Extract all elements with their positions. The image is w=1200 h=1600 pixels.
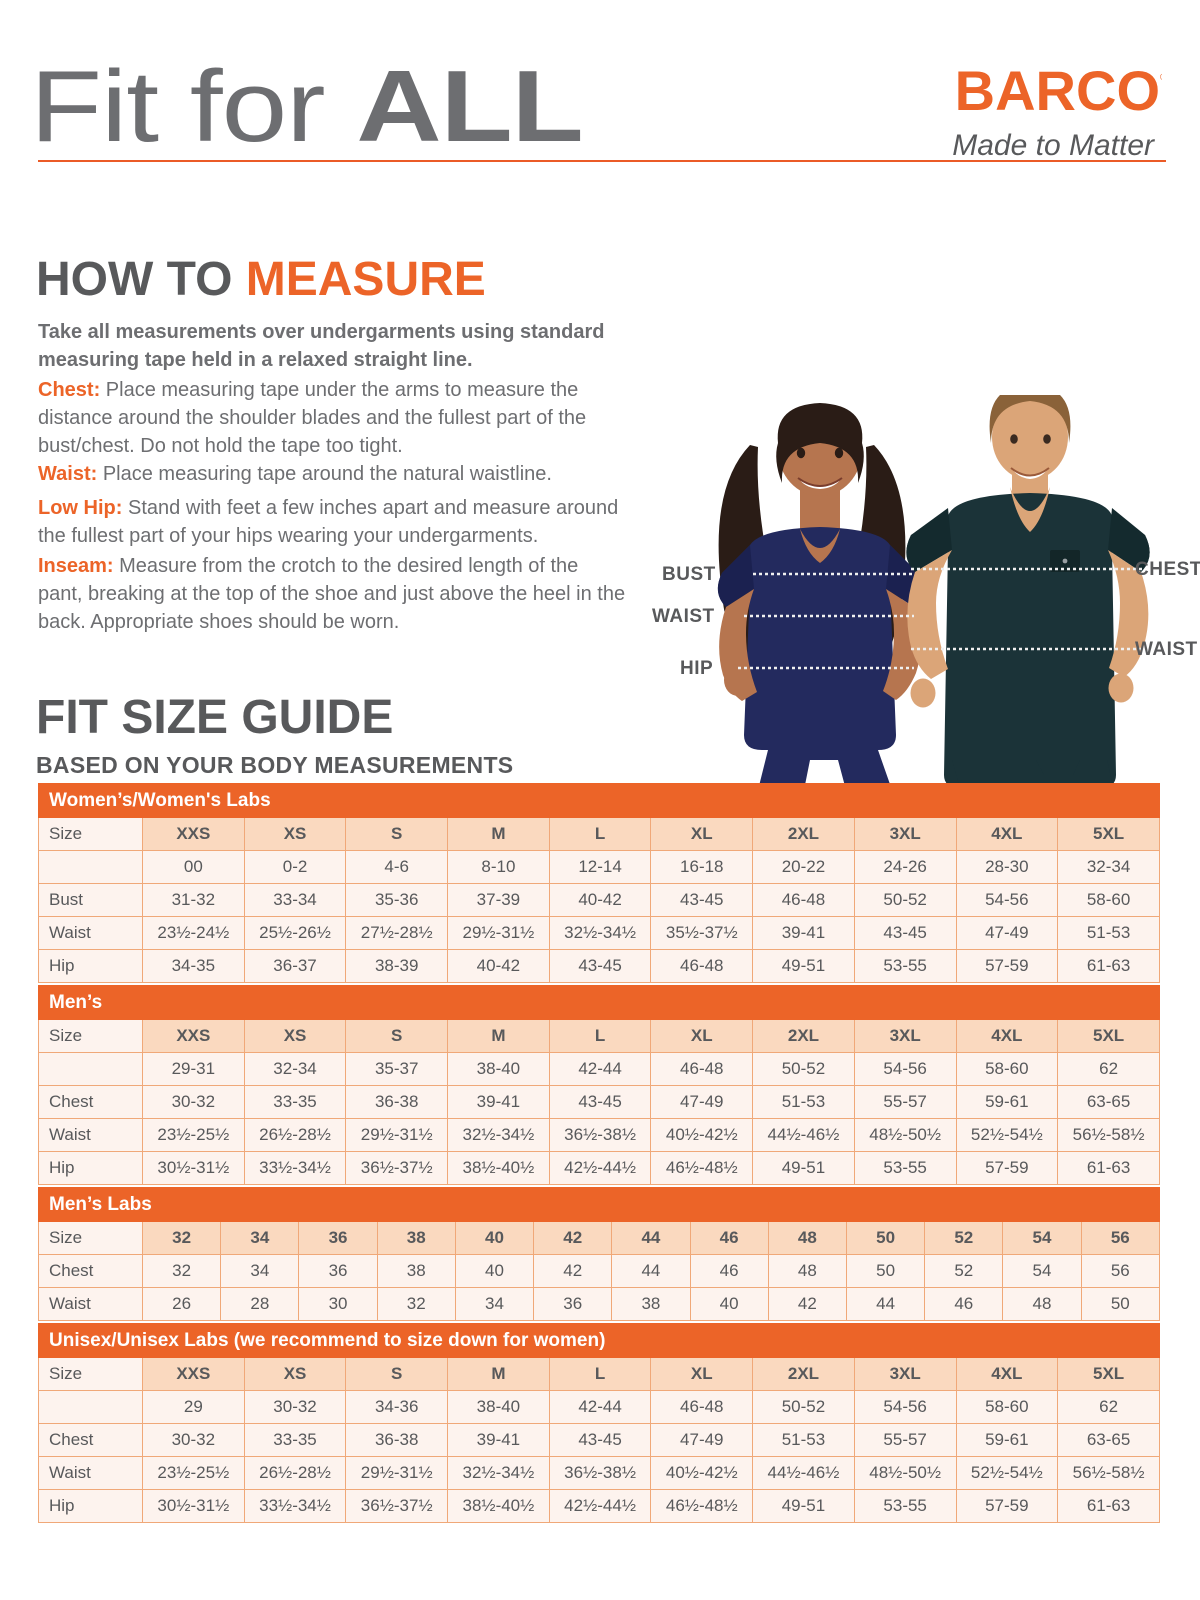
- svg-text:Made to Matter: Made to Matter: [952, 129, 1155, 162]
- svg-text:BARCO: BARCO: [955, 60, 1160, 122]
- svg-text:®: ®: [1160, 72, 1162, 82]
